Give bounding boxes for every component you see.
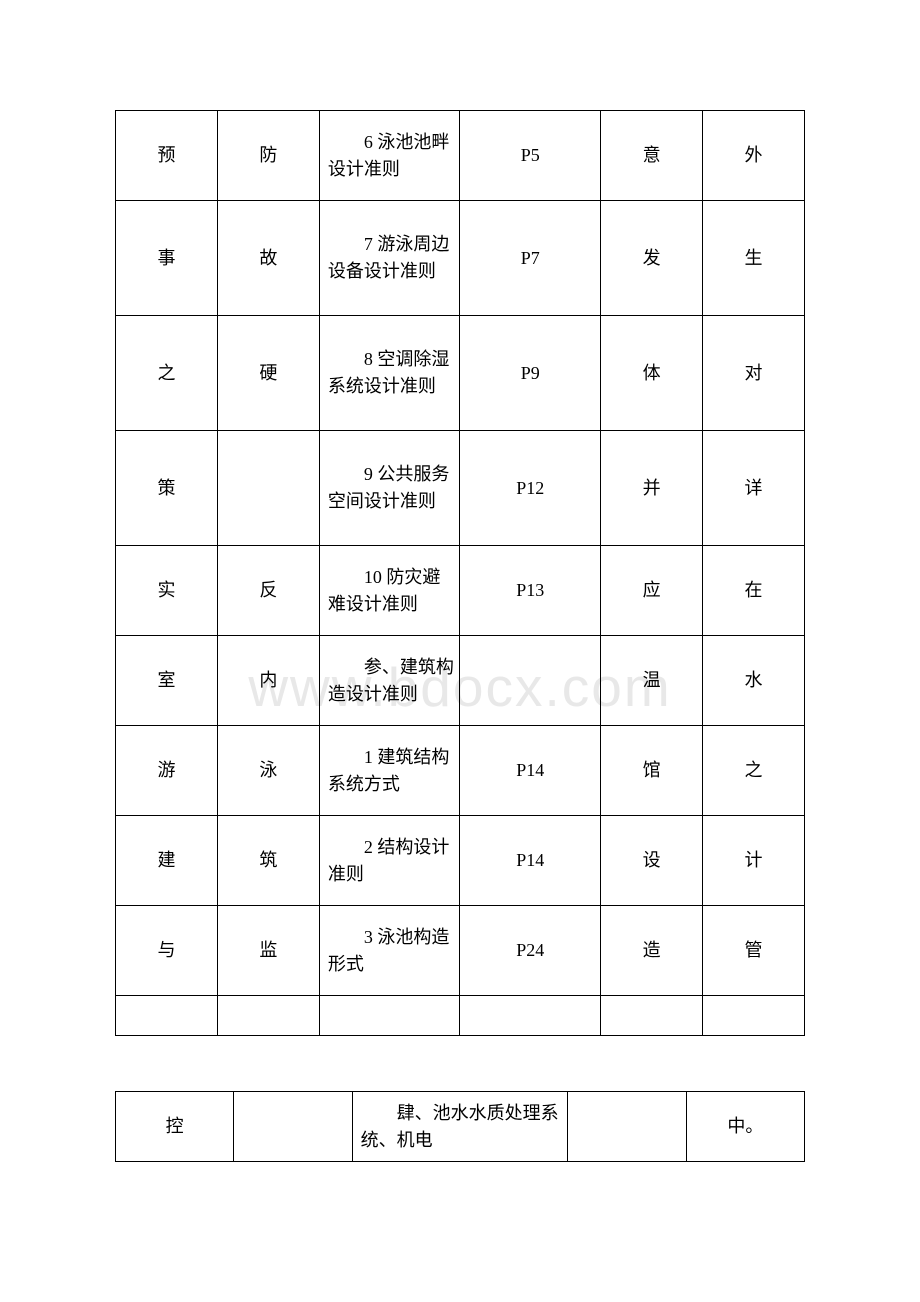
cell: 实 xyxy=(116,546,218,636)
cell: 造 xyxy=(601,906,703,996)
cell: 外 xyxy=(703,111,805,201)
cell: 策 xyxy=(116,431,218,546)
cell: 9 公共服务空间设计准则 xyxy=(319,431,460,546)
cell: 体 xyxy=(601,316,703,431)
cell xyxy=(116,996,218,1036)
cell: 发 xyxy=(601,201,703,316)
cell: 与 xyxy=(116,906,218,996)
cell: 应 xyxy=(601,546,703,636)
cell: P5 xyxy=(460,111,601,201)
cell: 馆 xyxy=(601,726,703,816)
cell: 内 xyxy=(217,636,319,726)
cell: 7 游泳周边设备设计准则 xyxy=(319,201,460,316)
cell xyxy=(703,996,805,1036)
cell: 8 空调除湿系统设计准则 xyxy=(319,316,460,431)
cell: P24 xyxy=(460,906,601,996)
cell xyxy=(601,996,703,1036)
cell: 反 xyxy=(217,546,319,636)
table-row: 实 反 10 防灾避难设计准则 P13 应 在 xyxy=(116,546,805,636)
cell: 硬 xyxy=(217,316,319,431)
cell xyxy=(460,636,601,726)
table-row: 策 9 公共服务空间设计准则 P12 并 详 xyxy=(116,431,805,546)
table-row: 建 筑 2 结构设计准则 P14 设 计 xyxy=(116,816,805,906)
cell: 建 xyxy=(116,816,218,906)
cell: 2 结构设计准则 xyxy=(319,816,460,906)
cell xyxy=(460,996,601,1036)
cell: 事 xyxy=(116,201,218,316)
cell xyxy=(217,431,319,546)
cell: 管 xyxy=(703,906,805,996)
cell xyxy=(319,996,460,1036)
cell: 游 xyxy=(116,726,218,816)
cell: 防 xyxy=(217,111,319,201)
cell: P9 xyxy=(460,316,601,431)
table-row: 与 监 3 泳池构造形式 P24 造 管 xyxy=(116,906,805,996)
cell: 预 xyxy=(116,111,218,201)
cell: 肆、池水水质处理系统、机电 xyxy=(352,1092,568,1162)
cell: 之 xyxy=(116,316,218,431)
cell: P7 xyxy=(460,201,601,316)
cell: 详 xyxy=(703,431,805,546)
cell: 1 建筑结构系统方式 xyxy=(319,726,460,816)
cell: 并 xyxy=(601,431,703,546)
cell: 之 xyxy=(703,726,805,816)
cell xyxy=(234,1092,352,1162)
cell: 对 xyxy=(703,316,805,431)
table-row: 室 内 参、建筑构造设计准则 温 水 xyxy=(116,636,805,726)
cell: 水 xyxy=(703,636,805,726)
table-row: 事 故 7 游泳周边设备设计准则 P7 发 生 xyxy=(116,201,805,316)
cell: 10 防灾避难设计准则 xyxy=(319,546,460,636)
table-row: 预 防 6 泳池池畔设计准则 P5 意 外 xyxy=(116,111,805,201)
cell: 泳 xyxy=(217,726,319,816)
table-row: 之 硬 8 空调除湿系统设计准则 P9 体 对 xyxy=(116,316,805,431)
secondary-table: 控 肆、池水水质处理系统、机电 中。 xyxy=(115,1091,805,1162)
cell: P14 xyxy=(460,726,601,816)
cell: 6 泳池池畔设计准则 xyxy=(319,111,460,201)
cell: 在 xyxy=(703,546,805,636)
cell: 筑 xyxy=(217,816,319,906)
cell: 故 xyxy=(217,201,319,316)
cell: 生 xyxy=(703,201,805,316)
cell xyxy=(217,996,319,1036)
cell: P13 xyxy=(460,546,601,636)
cell: P14 xyxy=(460,816,601,906)
cell: P12 xyxy=(460,431,601,546)
cell: 意 xyxy=(601,111,703,201)
cell: 参、建筑构造设计准则 xyxy=(319,636,460,726)
table-row: 控 肆、池水水质处理系统、机电 中。 xyxy=(116,1092,805,1162)
cell: 监 xyxy=(217,906,319,996)
cell: 控 xyxy=(116,1092,234,1162)
cell: 温 xyxy=(601,636,703,726)
cell: 3 泳池构造形式 xyxy=(319,906,460,996)
cell: 中。 xyxy=(686,1092,804,1162)
cell: 设 xyxy=(601,816,703,906)
cell: 计 xyxy=(703,816,805,906)
main-table: 预 防 6 泳池池畔设计准则 P5 意 外 事 故 7 游泳周边设备设计准则 P… xyxy=(115,110,805,1036)
table-row: 游 泳 1 建筑结构系统方式 P14 馆 之 xyxy=(116,726,805,816)
cell: 室 xyxy=(116,636,218,726)
cell xyxy=(568,1092,686,1162)
table-row xyxy=(116,996,805,1036)
